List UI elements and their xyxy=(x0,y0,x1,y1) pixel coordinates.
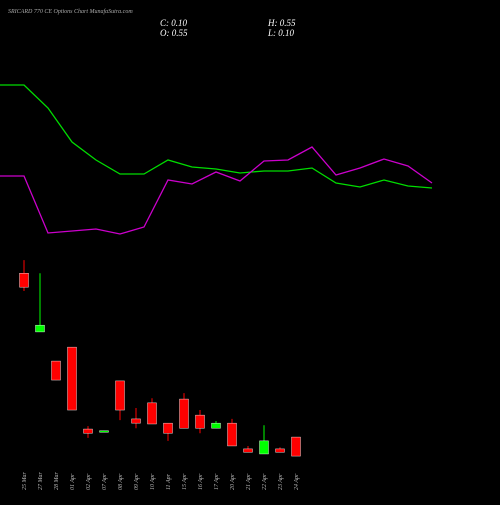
chart-title: SRICARD 770 CE Options Chart MunafaSutra… xyxy=(8,8,133,15)
x-tick-label: 23 Apr xyxy=(278,473,284,490)
x-tick-label: 17 Apr xyxy=(214,473,220,490)
high-label: H: 0.55 xyxy=(267,18,296,28)
x-tick-label: 10 Apr xyxy=(150,473,156,490)
x-tick-label: 28 Mar xyxy=(54,472,60,490)
candle-body xyxy=(211,422,221,429)
x-tick-label: 02 Apr xyxy=(86,473,92,490)
x-tick-label: 24 Apr xyxy=(293,473,300,490)
x-tick-label: 15 Apr xyxy=(182,473,188,490)
x-tick-label: 08 Apr xyxy=(118,473,124,490)
candle-body xyxy=(147,402,157,425)
candle-body xyxy=(83,428,93,434)
candle-body xyxy=(99,430,109,433)
x-tick-label: 11 Apr xyxy=(166,473,172,490)
candle-body xyxy=(163,422,173,434)
x-tick-label: 20 Apr xyxy=(230,473,236,490)
candle-body xyxy=(227,422,237,447)
candle-body xyxy=(179,398,189,429)
x-tick-label: 16 Apr xyxy=(198,473,204,490)
ma-line xyxy=(0,84,433,189)
x-tick-label: 27 Mar xyxy=(38,472,44,490)
x-tick-label: 07 Apr xyxy=(102,473,108,490)
open-label: O: 0.55 xyxy=(160,28,188,38)
candle-body xyxy=(243,448,253,453)
candle-body xyxy=(51,360,61,381)
candle-body xyxy=(259,440,269,455)
ma-line xyxy=(0,146,433,235)
candle-body xyxy=(67,346,77,411)
x-tick-label: 25 Mar xyxy=(22,472,28,490)
candle-body xyxy=(291,436,301,457)
candle-body xyxy=(115,380,125,411)
x-tick-label: 22 Apr xyxy=(262,473,268,490)
candle-body xyxy=(275,448,285,453)
x-tick-label: 21 Apr xyxy=(246,473,252,490)
x-tick-label: 01 Apr xyxy=(70,473,76,490)
low-label: L: 0.10 xyxy=(267,28,295,38)
candle-body xyxy=(131,418,141,424)
close-label: C: 0.10 xyxy=(160,18,188,28)
candle-body xyxy=(19,273,29,288)
candle-body xyxy=(35,324,45,333)
x-tick-label: 09 Apr xyxy=(134,473,140,490)
candle-body xyxy=(195,414,205,429)
